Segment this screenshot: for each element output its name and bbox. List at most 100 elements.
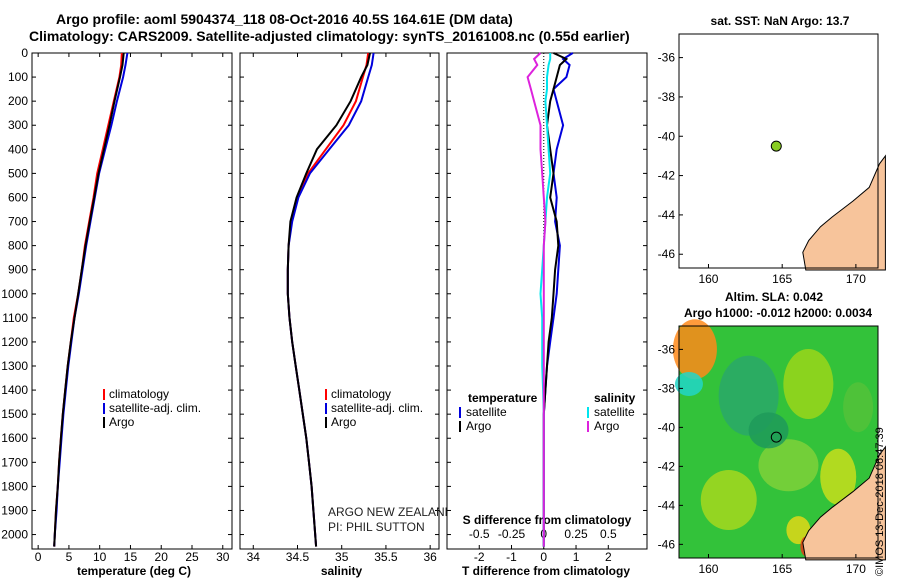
y-tick-label: 1900 <box>1 503 28 517</box>
x-tick-label-salinity: 0.5 <box>600 527 617 541</box>
land-new-zealand <box>802 154 886 271</box>
sla-field-patch <box>783 349 834 419</box>
x-tick-label: 36 <box>423 550 437 564</box>
sla-field-patch <box>758 439 819 492</box>
map-x-tick-label: 160 <box>698 562 718 576</box>
y-tick-label: 1800 <box>1 479 28 493</box>
x-tick-label: -1 <box>506 550 517 564</box>
map-y-tick-label: -36 <box>658 342 676 356</box>
legend-label: climatology <box>331 387 391 401</box>
y-tick-label: 300 <box>8 118 28 132</box>
sla-map-title: Altim. SLA: 0.042 <box>725 290 823 304</box>
panel-frame-temperature-profile <box>31 52 233 550</box>
x-tick-label: 0 <box>540 550 547 564</box>
annotation-text: PI: PHIL SUTTON <box>328 520 425 534</box>
x-tick-label: 35 <box>335 550 349 564</box>
y-tick-label: 800 <box>8 239 28 253</box>
x-tick-label-salinity: 0.25 <box>564 527 588 541</box>
y-tick-label: 1400 <box>1 383 28 397</box>
x-axis-label: salinity <box>321 564 363 578</box>
legend-label: climatology <box>109 387 169 401</box>
map-y-tick-label: -38 <box>658 90 676 104</box>
legend-title-salinity: salinity <box>594 391 636 405</box>
map-y-tick-label: -46 <box>658 247 676 261</box>
sla-field-patch <box>700 470 757 530</box>
y-tick-label: 500 <box>8 166 28 180</box>
map-y-tick-label: -44 <box>658 498 676 512</box>
x-tick-label: -2 <box>474 550 485 564</box>
y-tick-label: 1300 <box>1 359 28 373</box>
map-y-tick-label: -44 <box>658 208 676 222</box>
x-tick-label: 30 <box>216 550 230 564</box>
legend-label: Argo <box>466 419 492 433</box>
sst-map-title: sat. SST: NaN Argo: 13.7 <box>711 14 850 28</box>
map-y-tick-label: -36 <box>658 51 676 65</box>
map-frame <box>678 33 879 269</box>
y-tick-label: 1600 <box>1 431 28 445</box>
sla-field-patch <box>672 319 717 380</box>
x-tick-label: 34.5 <box>286 550 310 564</box>
imos-stamp: ©IMOS 13-Dec-2018 06:47:39 <box>874 427 886 576</box>
y-tick-label: 200 <box>8 94 28 108</box>
y-tick-label: 1000 <box>1 287 28 301</box>
x-tick-label: 5 <box>66 550 73 564</box>
sla-field-patch <box>748 412 789 449</box>
x-axis-label: temperature (deg C) <box>77 564 191 578</box>
x-tick-label: 2 <box>605 550 612 564</box>
map-x-tick-label: 165 <box>772 272 792 286</box>
y-tick-label: 1100 <box>2 311 28 325</box>
x-tick-label-salinity: -0.5 <box>469 527 490 541</box>
title-line-1: Argo profile: aoml 5904374_118 08-Oct-20… <box>56 11 513 27</box>
x-tick-label: 25 <box>185 550 199 564</box>
sla-field-patch <box>674 372 703 396</box>
y-tick-label: 700 <box>8 215 28 229</box>
x-axis-label: T difference from climatology <box>462 564 630 578</box>
x-tick-label: 35.5 <box>374 550 398 564</box>
annotation-text: ARGO NEW ZEALAND <box>328 505 454 519</box>
x-tick-label: 0 <box>35 550 42 564</box>
y-tick-label: 2000 <box>1 528 28 542</box>
y-tick-label: 900 <box>8 263 28 277</box>
x-tick-label: 34 <box>247 550 261 564</box>
land-new-zealand <box>802 445 886 561</box>
legend-label: satellite <box>466 405 507 419</box>
legend-title-temperature: temperature <box>468 391 538 405</box>
legend-label: satellite-adj. clim. <box>331 401 423 415</box>
series-argo <box>286 52 371 547</box>
map-y-tick-label: -42 <box>658 169 676 183</box>
y-tick-label: 400 <box>8 142 28 156</box>
argo-location-marker <box>770 431 782 443</box>
y-tick-label: 1700 <box>1 455 28 469</box>
map-y-tick-label: -40 <box>658 129 676 143</box>
y-tick-label: 100 <box>8 70 28 84</box>
legend-label: Argo <box>109 415 135 429</box>
y-tick-label: 600 <box>8 190 28 204</box>
sla-field-patch <box>820 448 857 505</box>
y-tick-label: 1200 <box>1 335 28 349</box>
title-line-2: Climatology: CARS2009. Satellite-adjuste… <box>29 28 630 44</box>
map-x-tick-label: 160 <box>698 272 718 286</box>
x-tick-label: 10 <box>93 550 107 564</box>
y-tick-label: 0 <box>21 46 28 60</box>
map-y-tick-label: -46 <box>658 537 676 551</box>
argo-location-marker <box>770 140 782 152</box>
sla-field-patch <box>843 382 874 433</box>
x-tick-label: 20 <box>155 550 169 564</box>
x-tick-label: 15 <box>124 550 138 564</box>
map-y-tick-label: -40 <box>658 420 676 434</box>
legend-label: Argo <box>331 415 357 429</box>
map-x-tick-label: 170 <box>846 562 866 576</box>
x-axis-label-salinity: S difference from climatology <box>463 513 632 527</box>
legend-label: Argo <box>594 419 620 433</box>
y-tick-label: 1500 <box>1 407 28 421</box>
diff-series-salinity-argo <box>526 52 547 547</box>
map-x-tick-label: 170 <box>846 272 866 286</box>
legend-label: satellite <box>594 405 635 419</box>
series-argo <box>53 52 125 547</box>
x-tick-label: 1 <box>573 550 580 564</box>
map-frame <box>678 325 879 559</box>
sla-map-subtitle: Argo h1000: -0.012 h2000: 0.0034 <box>684 306 872 320</box>
map-y-tick-label: -38 <box>658 381 676 395</box>
legend-label: satellite-adj. clim. <box>109 401 201 415</box>
